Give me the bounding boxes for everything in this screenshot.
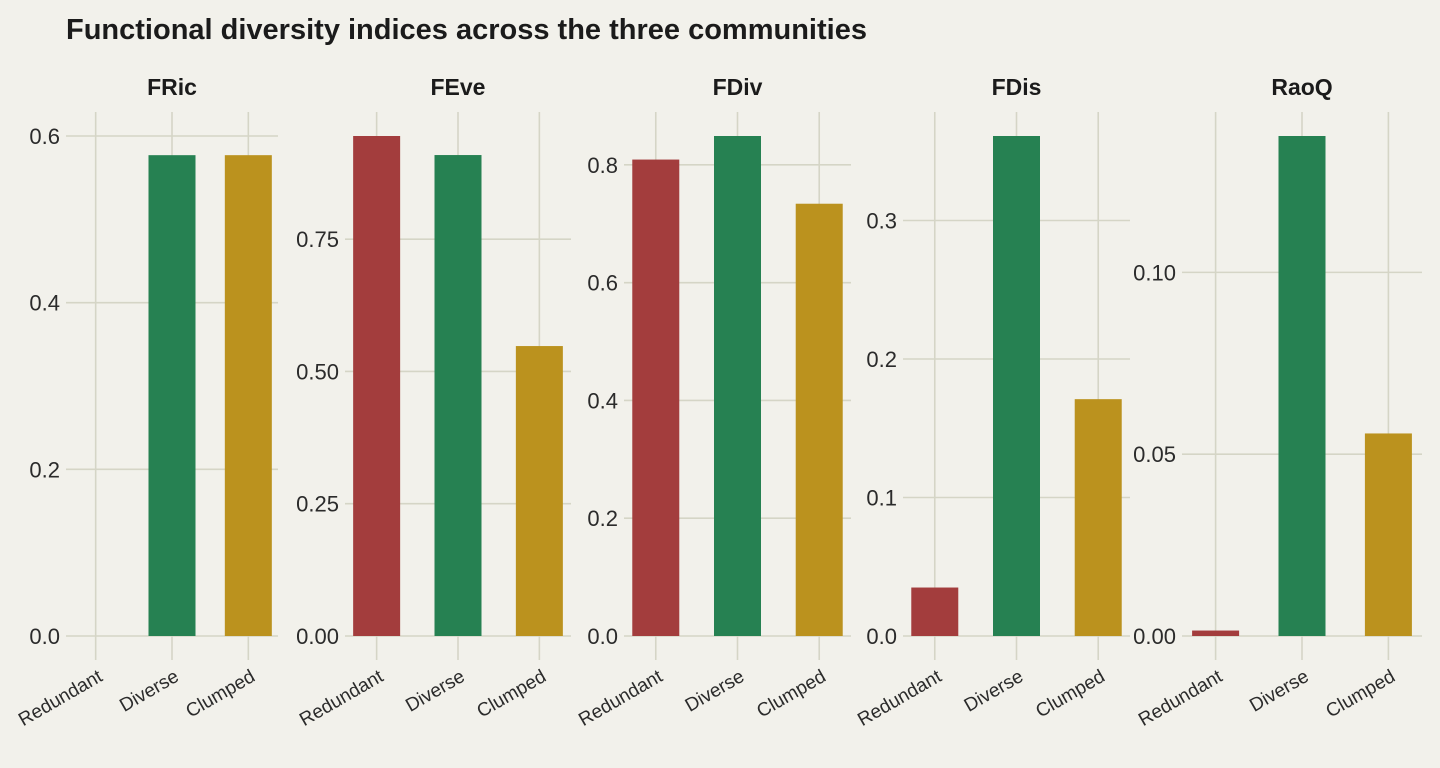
y-tick-label: 0.25: [296, 492, 339, 517]
facet-fdiv: FDiv 0.0 0.2 0.4 0.6 0.8 Redundant Diverse Clump…: [575, 74, 851, 731]
bar-clumped: [515, 346, 563, 636]
y-tick-label: 0.00: [1133, 624, 1176, 649]
chart-title: Functional diversity indices across the …: [66, 14, 867, 46]
x-tick-label: Diverse: [402, 666, 468, 716]
facet-fric: FRic 0.0 0.2 0.4 0.6 Redundant Diverse Clumped: [15, 74, 278, 731]
bar-redundant: [632, 159, 680, 636]
y-tick-label: 0.4: [29, 291, 60, 316]
y-tick-label: 0.6: [29, 124, 60, 149]
bar-diverse: [1278, 136, 1326, 636]
facet-raoq: RaoQ 0.00 0.05 0.10 Redundant Diverse Clumped: [1133, 74, 1422, 731]
facet-title: FEve: [431, 74, 486, 100]
x-tick-label: Clumped: [1323, 666, 1399, 722]
x-tick-label: Diverse: [961, 666, 1027, 716]
bar-diverse: [714, 136, 761, 636]
x-tick-label: Clumped: [753, 666, 829, 722]
x-tick-label: Clumped: [182, 666, 258, 722]
bar-clumped: [795, 203, 843, 636]
y-tick-label: 0.6: [587, 271, 618, 296]
x-tick-label: Clumped: [474, 666, 550, 722]
bar-clumped: [1364, 433, 1412, 636]
y-tick-label: 0.0: [29, 624, 60, 649]
bar-redundant: [353, 136, 401, 636]
x-tick-label: Redundant: [296, 666, 388, 731]
y-tick-label: 0.50: [296, 359, 339, 384]
y-tick-label: 0.0: [866, 624, 897, 649]
y-tick-label: 0.8: [587, 153, 618, 178]
y-tick-label: 0.3: [866, 208, 897, 233]
y-tick-label: 0.4: [587, 388, 618, 413]
bar-diverse: [148, 155, 196, 636]
bar-diverse: [993, 136, 1040, 636]
y-tick-label: 0.2: [587, 506, 618, 531]
x-tick-label: Diverse: [1246, 666, 1312, 716]
facet-title: FRic: [147, 74, 197, 100]
x-tick-label: Clumped: [1032, 666, 1108, 722]
x-tick-label: Redundant: [1135, 666, 1227, 731]
y-tick-label: 0.05: [1133, 442, 1176, 467]
x-tick-label: Diverse: [682, 666, 748, 716]
facet-title: FDiv: [713, 74, 763, 100]
y-tick-label: 0.2: [29, 457, 60, 482]
bar-diverse: [434, 155, 482, 637]
facet-title: FDis: [992, 74, 1042, 100]
y-tick-label: 0.1: [866, 485, 897, 510]
facet-feve: FEve 0.00 0.25 0.50 0.75 Redundant Diverse Clum…: [296, 74, 571, 731]
x-tick-label: Diverse: [116, 666, 182, 716]
y-tick-label: 0.75: [296, 227, 339, 252]
x-tick-label: Redundant: [15, 666, 107, 731]
y-tick-label: 0.00: [296, 624, 339, 649]
bar-redundant: [911, 587, 959, 636]
x-tick-label: Redundant: [854, 666, 946, 731]
y-tick-label: 0.2: [866, 347, 897, 372]
y-tick-label: 0.10: [1133, 260, 1176, 285]
bar-clumped: [1074, 399, 1122, 636]
bar-redundant: [1192, 630, 1240, 636]
facet-title: RaoQ: [1271, 74, 1332, 100]
facet-fdis: FDis 0.0 0.1 0.2 0.3 Redundant Diverse Clumped: [854, 74, 1130, 731]
x-tick-label: Redundant: [575, 666, 667, 731]
y-tick-label: 0.0: [587, 624, 618, 649]
bar-clumped: [224, 155, 272, 636]
